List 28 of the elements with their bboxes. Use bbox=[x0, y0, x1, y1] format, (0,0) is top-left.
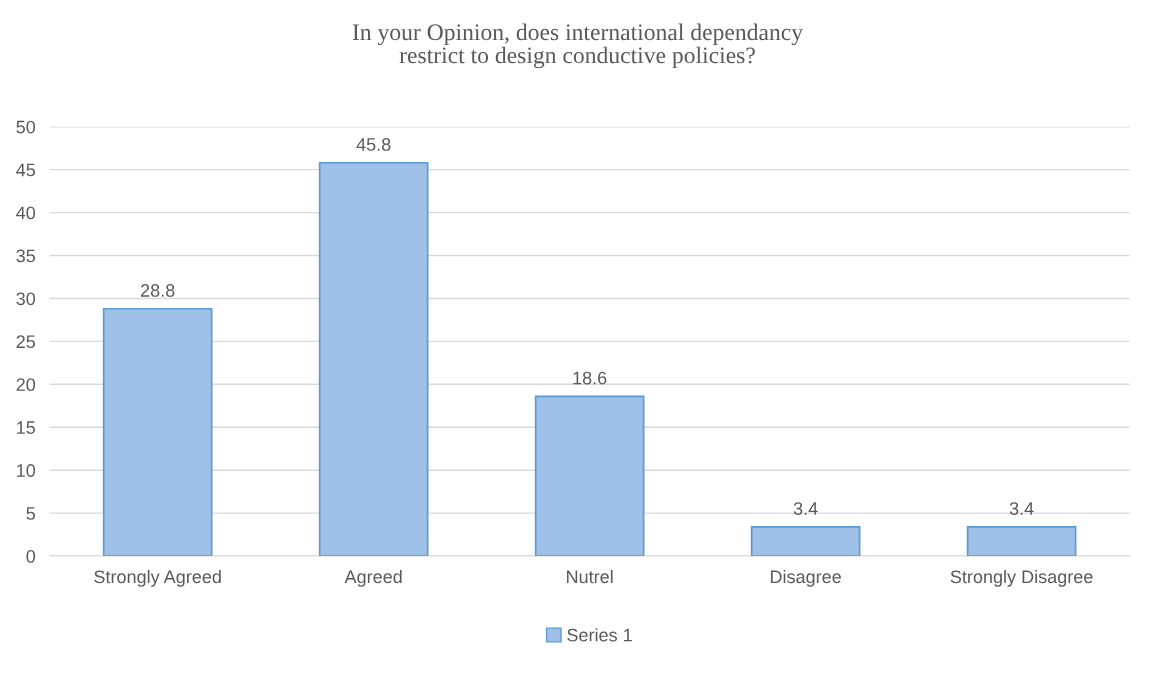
y-tick-label: 0 bbox=[26, 549, 36, 563]
bar bbox=[318, 161, 429, 557]
y-tick-label: 20 bbox=[16, 378, 36, 392]
bar bbox=[534, 395, 645, 557]
chart-title: In your Opinion, does international dependancy restrict to design conductive policies? bbox=[352, 23, 803, 69]
data-label: 45.8 bbox=[356, 138, 391, 151]
x-tick-label: Strongly Agreed bbox=[94, 569, 221, 587]
x-tick-label: Disagree bbox=[770, 569, 841, 587]
data-label: 28.8 bbox=[141, 284, 175, 297]
y-tick-label: 45 bbox=[16, 163, 36, 177]
legend-label: Series 1 bbox=[567, 628, 632, 642]
y-tick-label: 10 bbox=[17, 464, 36, 477]
x-tick-label: Agreed bbox=[344, 569, 402, 587]
data-label: 3.4 bbox=[1009, 502, 1034, 515]
x-tick-label: Nutrel bbox=[567, 569, 613, 584]
bar bbox=[966, 526, 1077, 557]
y-tick-label: 40 bbox=[16, 206, 36, 220]
bar bbox=[750, 526, 861, 557]
y-tick-label: 5 bbox=[26, 507, 36, 520]
data-label: 3.4 bbox=[793, 502, 818, 515]
y-tick-label: 35 bbox=[16, 249, 36, 263]
x-tick-label: Strongly Disagree bbox=[950, 569, 1093, 587]
data-label: 18.6 bbox=[573, 371, 607, 385]
y-tick-label: 30 bbox=[16, 292, 36, 306]
y-tick-label: 50 bbox=[16, 120, 36, 134]
y-tick-label: 15 bbox=[17, 421, 36, 434]
bar bbox=[102, 307, 213, 557]
y-tick-label: 25 bbox=[16, 335, 36, 349]
